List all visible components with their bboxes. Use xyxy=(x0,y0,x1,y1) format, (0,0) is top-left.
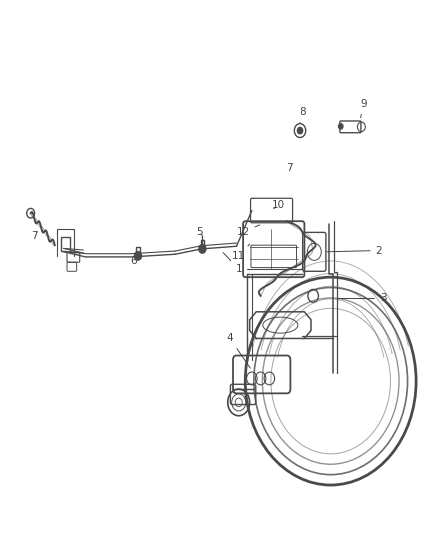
Text: 9: 9 xyxy=(360,99,367,118)
Circle shape xyxy=(134,252,141,260)
Text: 7: 7 xyxy=(31,231,38,240)
Circle shape xyxy=(199,245,206,253)
Text: 10: 10 xyxy=(272,200,285,210)
Text: 8: 8 xyxy=(299,107,306,123)
Circle shape xyxy=(297,127,303,134)
Text: 1: 1 xyxy=(223,253,242,274)
Text: 7: 7 xyxy=(286,163,293,173)
Text: 6: 6 xyxy=(130,256,137,266)
Circle shape xyxy=(339,124,343,129)
Text: 2: 2 xyxy=(327,246,382,255)
Text: 4: 4 xyxy=(226,334,250,368)
Text: 12: 12 xyxy=(237,225,260,237)
Text: 11: 11 xyxy=(232,244,250,261)
Text: 3: 3 xyxy=(338,294,387,303)
Text: 5: 5 xyxy=(196,227,203,237)
